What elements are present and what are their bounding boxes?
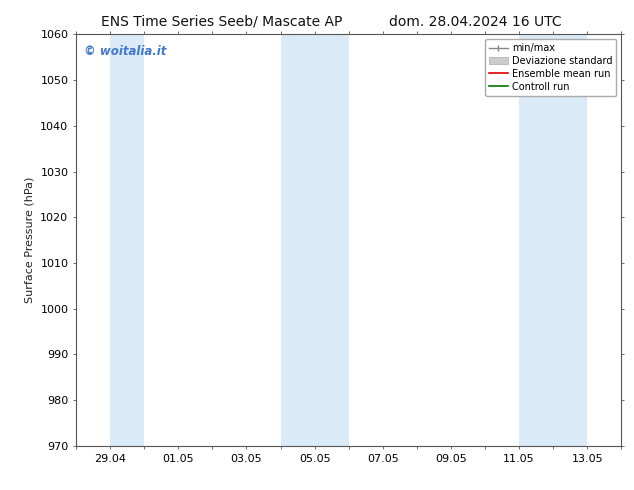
Text: ENS Time Series Seeb/ Mascate AP: ENS Time Series Seeb/ Mascate AP (101, 15, 342, 29)
Text: © woitalia.it: © woitalia.it (84, 45, 167, 58)
Bar (280, 34, 349, 446)
Bar (519, 34, 587, 446)
Legend: min/max, Deviazione standard, Ensemble mean run, Controll run: min/max, Deviazione standard, Ensemble m… (485, 39, 616, 96)
Bar (110, 34, 144, 446)
Y-axis label: Surface Pressure (hPa): Surface Pressure (hPa) (25, 177, 35, 303)
Text: dom. 28.04.2024 16 UTC: dom. 28.04.2024 16 UTC (389, 15, 562, 29)
